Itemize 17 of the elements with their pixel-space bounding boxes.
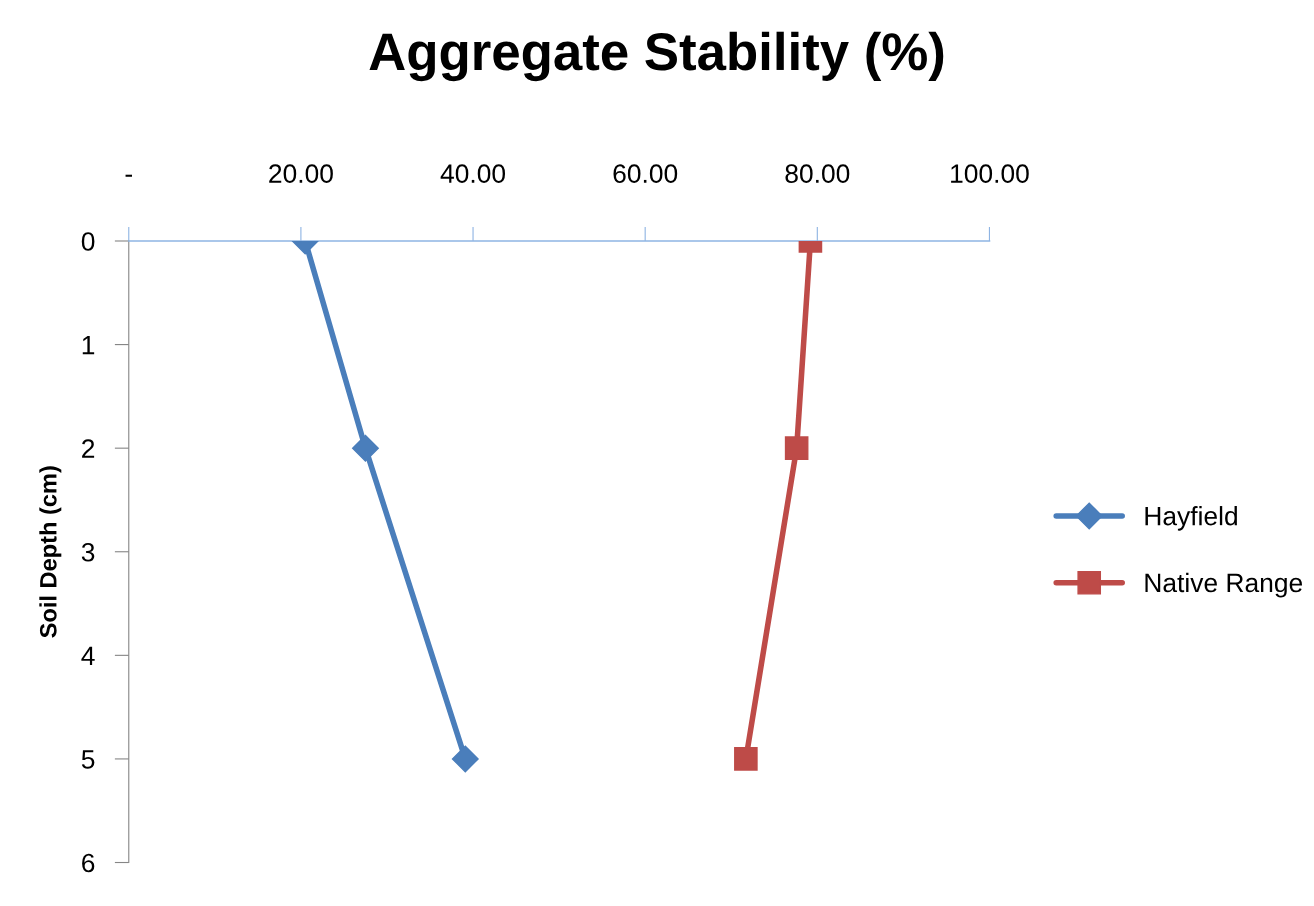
y-tick-label: 0 — [81, 232, 95, 251]
x-tick-label: 100.00 — [951, 164, 1029, 183]
y-tick-label: 2 — [82, 439, 95, 458]
x-tick-label: 40.00 — [440, 164, 506, 183]
legend-label: Native Range — [1145, 572, 1303, 598]
x-tick-label: 80.00 — [785, 164, 850, 183]
y-tick-label: 6 — [82, 853, 95, 873]
x-tick-label: 20.00 — [269, 164, 333, 183]
y-tick-label: 1 — [82, 335, 95, 355]
y-tick-label: 4 — [81, 646, 95, 665]
x-tick-label: - — [125, 174, 132, 177]
y-tick-label: 5 — [81, 750, 95, 769]
y-axis-title: Soil Depth (cm) — [39, 466, 62, 638]
x-tick-label: 60.00 — [613, 164, 678, 183]
chart-title: Aggregate Stability (%) — [369, 31, 944, 82]
y-tick-label: 3 — [81, 542, 95, 562]
legend-label: Hayfield — [1145, 506, 1237, 531]
